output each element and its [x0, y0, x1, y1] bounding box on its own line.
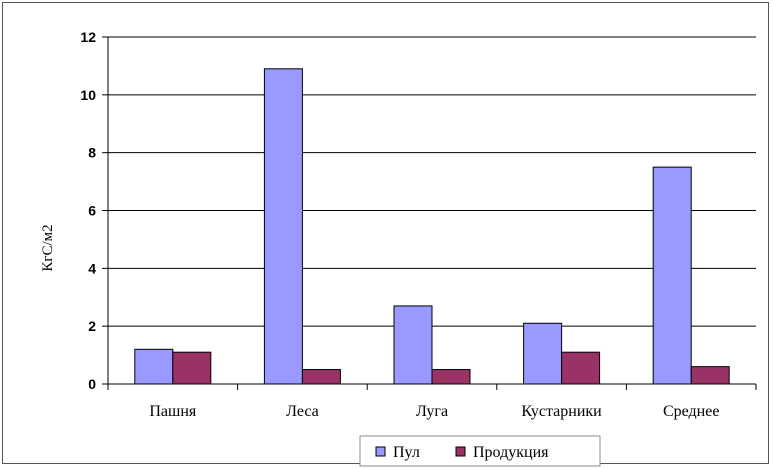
bar-production-2: [431, 369, 471, 385]
y-tick-label: 6: [88, 203, 96, 219]
bar-pool-0: [134, 348, 174, 385]
x-category-label: Среднее: [663, 403, 719, 420]
bar-pool-3: [523, 322, 563, 385]
x-category-label: Пашня: [149, 403, 197, 420]
x-category-labels: Пашня Леса Луга Кустарники Среднее: [149, 403, 719, 420]
bar-pool-2: [393, 305, 433, 385]
legend-label-production: Продукция: [473, 444, 549, 461]
grid-lines: [108, 36, 756, 327]
chart-frame: [2, 2, 769, 464]
legend-swatch-pool: [375, 446, 386, 457]
legend-box: [359, 435, 601, 467]
bar-production-1: [301, 369, 341, 385]
y-tick-label: 0: [88, 376, 96, 392]
x-category-label: Леса: [286, 403, 319, 420]
bar-pool-4: [652, 166, 692, 385]
y-tick-label: 12: [80, 29, 96, 45]
legend-swatch-production: [455, 446, 466, 457]
y-tick-label: 8: [88, 145, 96, 161]
bar-production-4: [690, 366, 730, 385]
bar-pool-1: [263, 68, 303, 385]
y-axis-title: КгС/м2: [40, 224, 56, 271]
bars: [134, 68, 730, 385]
y-tick-labels: 0 2 4 6 8 10 12: [80, 29, 108, 392]
legend: Пул Продукция: [359, 435, 601, 467]
y-tick-label: 4: [88, 260, 96, 276]
legend-label-pool: Пул: [393, 444, 420, 461]
bar-production-0: [172, 351, 212, 385]
x-category-label: Луга: [416, 403, 448, 420]
x-category-label: Кустарники: [521, 403, 602, 420]
bar-production-3: [561, 351, 601, 385]
y-tick-label: 2: [88, 318, 96, 334]
y-tick-label: 10: [80, 87, 96, 103]
